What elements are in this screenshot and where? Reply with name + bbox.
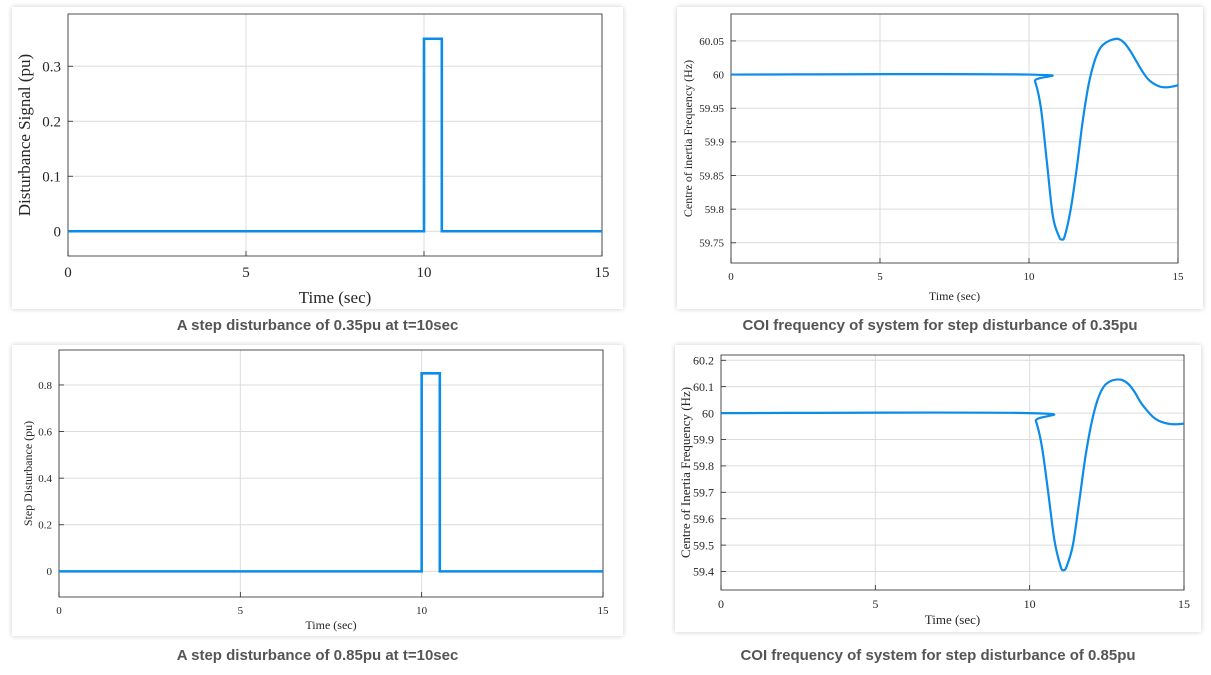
x-tick-label: 0 bbox=[728, 271, 734, 283]
y-tick-label: 60.2 bbox=[693, 353, 714, 367]
x-tick-label: 10 bbox=[1024, 271, 1036, 283]
y-tick-label: 59.9 bbox=[693, 433, 714, 447]
y-tick-label: 0.4 bbox=[38, 473, 52, 485]
x-tick-label: 15 bbox=[1173, 271, 1185, 283]
chart-card-disturbance-085: 0 5 10 15 0 0.2 0.4 0.6 0.8 Time (sec) Step Distur… bbox=[12, 345, 623, 636]
y-tick-label: 0 bbox=[47, 566, 53, 578]
y-tick-label: 59.5 bbox=[693, 538, 714, 552]
y-tick-label: 59.85 bbox=[699, 170, 724, 182]
caption-disturbance-035: A step disturbance of 0.35pu at t=10sec bbox=[176, 317, 459, 334]
y-tick-label: 60 bbox=[702, 406, 714, 420]
chart-card-coi-frequency-035: 0 5 10 15 59.75 59.8 59.85 59.9 59.95 60 60.05 Time… bbox=[677, 7, 1203, 309]
x-tick-label: 15 bbox=[598, 605, 610, 617]
y-tick-label: 60 bbox=[713, 69, 725, 81]
chart-svg: 0 5 10 15 59.4 59.5 59.6 59.7 59.8 59.9 60 60.1 60.2… bbox=[678, 353, 1190, 627]
series-line bbox=[68, 37, 602, 233]
series-line bbox=[720, 378, 1185, 572]
y-tick-label: 0.6 bbox=[38, 426, 52, 438]
plot-area bbox=[59, 350, 603, 597]
chart-card-coi-frequency-085: 0 5 10 15 59.4 59.5 59.6 59.7 59.8 59.9 60 60.1 60.2… bbox=[675, 345, 1201, 632]
series-line bbox=[730, 37, 1179, 241]
y-tick-label: 0.1 bbox=[42, 170, 61, 186]
y-axis-label: Step Disturbance (pu) bbox=[21, 421, 35, 526]
chart-svg: 0 5 10 15 0 0.2 0.4 0.6 0.8 Time (sec) Step Distur… bbox=[21, 349, 610, 632]
y-axis-label: Centre of Inertia Frequency (Hz) bbox=[678, 387, 693, 558]
axes-box bbox=[730, 13, 1179, 264]
x-tick-label: 0 bbox=[718, 597, 724, 611]
y-axis-label: Centre of inertia Frequency (Hz) bbox=[681, 60, 695, 217]
y-axis-label: Disturbance Signal (pu) bbox=[15, 54, 34, 216]
x-tick-label: 10 bbox=[1024, 597, 1036, 611]
axes-box bbox=[720, 354, 1185, 591]
x-axis-label: Time (sec) bbox=[929, 289, 980, 303]
caption-coi-frequency-085: COI frequency of system for step disturb… bbox=[740, 647, 1136, 664]
y-tick-label: 59.7 bbox=[693, 486, 714, 500]
y-tick-label: 0.8 bbox=[38, 380, 52, 392]
y-tick-label: 59.9 bbox=[705, 137, 725, 149]
x-tick-label: 15 bbox=[595, 265, 610, 281]
y-tick-label: 59.75 bbox=[699, 238, 724, 250]
x-tick-label: 15 bbox=[1178, 597, 1190, 611]
plot-area bbox=[721, 355, 1184, 590]
x-axis-label: Time (sec) bbox=[925, 612, 981, 627]
x-tick-label: 10 bbox=[417, 265, 432, 281]
series-line bbox=[59, 372, 603, 573]
x-tick-label: 5 bbox=[238, 605, 244, 617]
y-tick-label: 0.2 bbox=[38, 520, 52, 532]
plot-area bbox=[68, 14, 602, 256]
y-tick-label: 59.6 bbox=[693, 512, 714, 526]
y-tick-label: 59.8 bbox=[705, 204, 725, 216]
caption-disturbance-085: A step disturbance of 0.85pu at t=10sec bbox=[176, 647, 459, 664]
y-tick-label: 0.3 bbox=[42, 60, 61, 76]
axes-box bbox=[58, 349, 604, 598]
caption-coi-frequency-035: COI frequency of system for step disturb… bbox=[742, 317, 1138, 334]
y-tick-label: 0 bbox=[54, 225, 62, 241]
chart-card-disturbance-035: 0 5 10 15 0 0.1 0.2 0.3 Time (sec) Disturbance Si… bbox=[12, 7, 623, 309]
x-axis-label: Time (sec) bbox=[299, 288, 372, 307]
axes-box bbox=[67, 13, 603, 257]
x-tick-label: 5 bbox=[877, 271, 883, 283]
y-tick-label: 60.1 bbox=[693, 380, 714, 394]
y-tick-label: 59.4 bbox=[693, 565, 714, 579]
x-tick-label: 0 bbox=[64, 265, 72, 281]
y-tick-label: 59.95 bbox=[699, 103, 724, 115]
y-tick-label: 0.2 bbox=[42, 115, 61, 131]
x-tick-label: 10 bbox=[416, 605, 428, 617]
y-tick-label: 59.8 bbox=[693, 459, 714, 473]
chart-svg: 0 5 10 15 59.75 59.8 59.85 59.9 59.95 60 60.05 Time… bbox=[681, 13, 1185, 303]
chart-svg: 0 5 10 15 0 0.1 0.2 0.3 Time (sec) Disturbance Si… bbox=[15, 13, 610, 307]
plot-area bbox=[731, 14, 1178, 263]
x-tick-label: 0 bbox=[56, 605, 62, 617]
x-tick-label: 5 bbox=[872, 597, 878, 611]
y-tick-label: 60.05 bbox=[699, 36, 724, 48]
x-tick-label: 5 bbox=[242, 265, 250, 281]
x-axis-label: Time (sec) bbox=[305, 618, 356, 632]
